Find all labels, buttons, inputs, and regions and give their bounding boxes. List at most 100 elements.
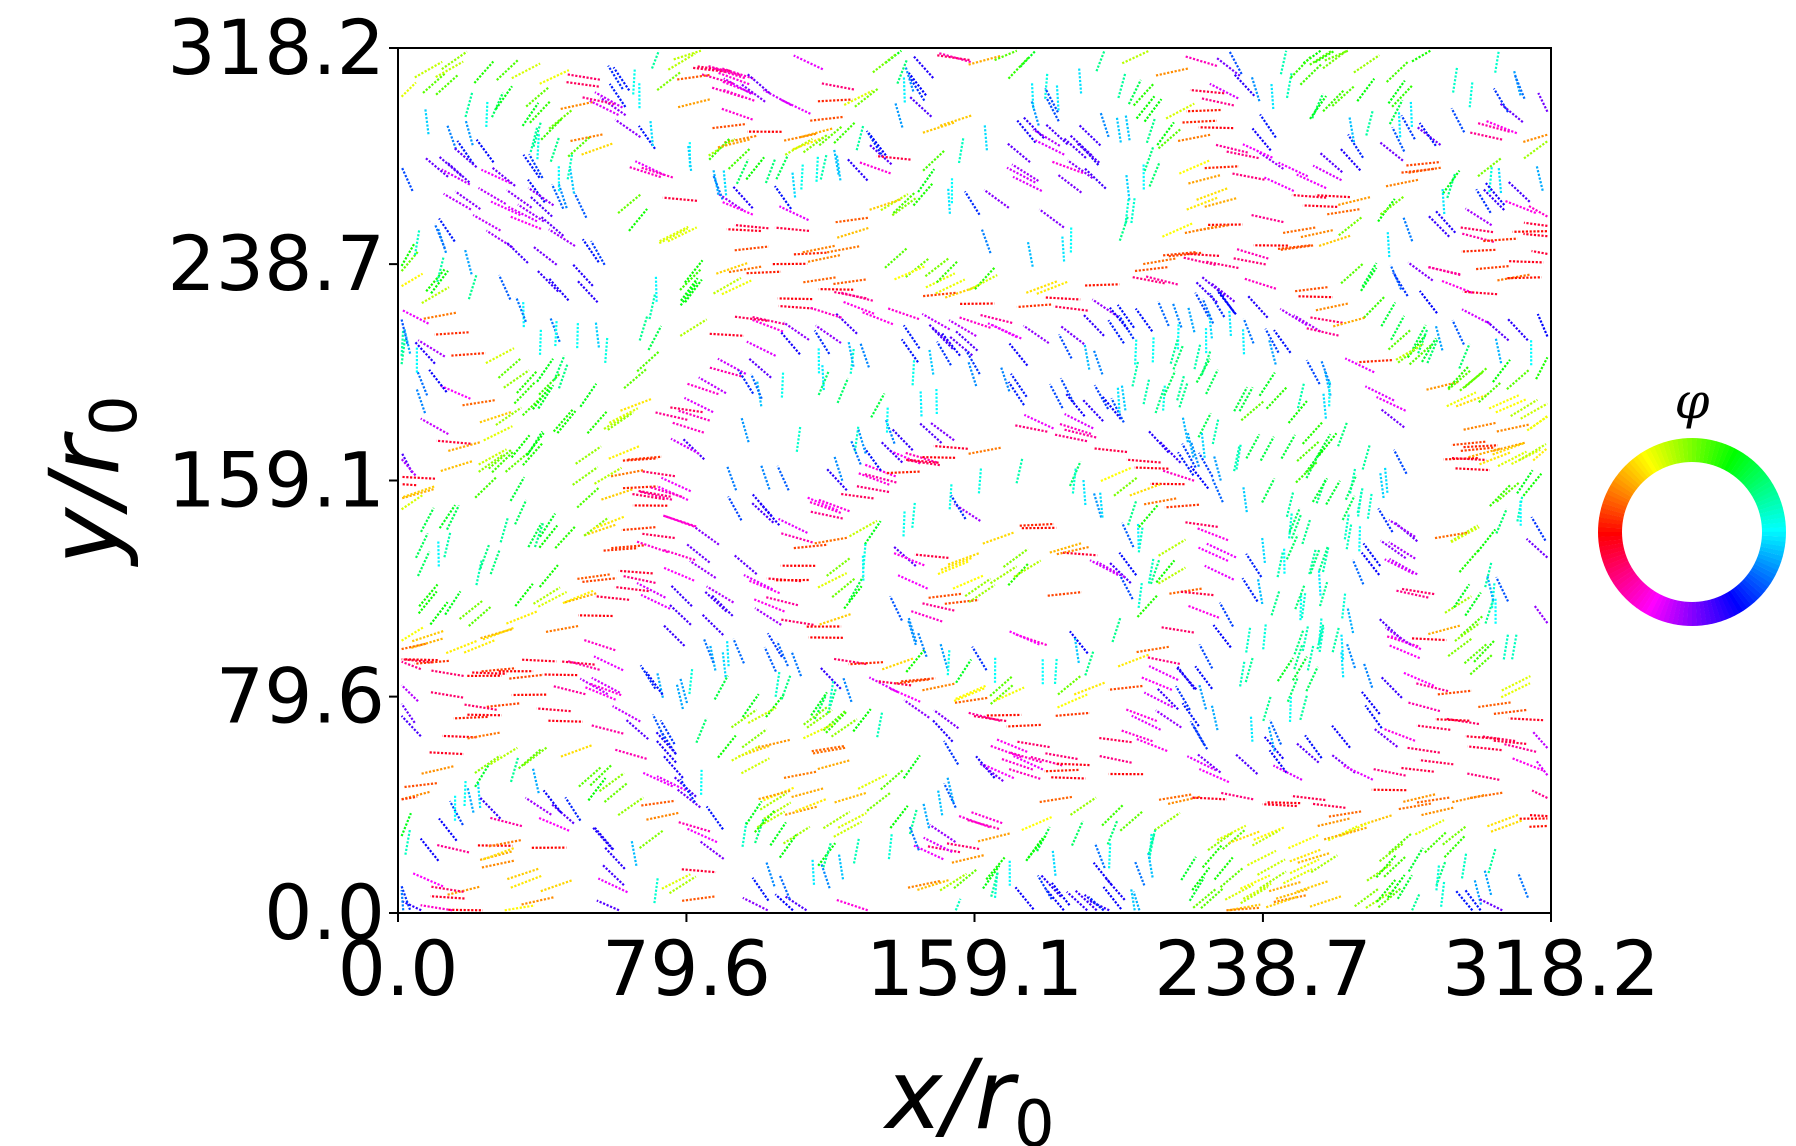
hue-ring-segment (1716, 444, 1731, 469)
filament (778, 873, 791, 900)
filament (1440, 880, 1446, 907)
filament (1491, 739, 1527, 745)
filament (1454, 622, 1481, 642)
hue-ring-segment (1754, 489, 1778, 504)
filament (1392, 272, 1409, 297)
hue-ring-segment (1744, 575, 1766, 595)
filament (1155, 67, 1190, 77)
filament (467, 273, 478, 300)
filament (527, 186, 555, 207)
filament (1325, 480, 1341, 506)
filament (1289, 848, 1321, 863)
filament (400, 715, 422, 737)
filament (684, 278, 703, 303)
filament (1483, 869, 1493, 896)
filament (400, 338, 407, 365)
filament (733, 553, 758, 575)
filament (1270, 83, 1275, 110)
filament (1064, 413, 1094, 430)
filament (582, 577, 617, 583)
filament (835, 312, 858, 335)
filament (433, 223, 446, 249)
filament (698, 839, 725, 860)
filament (1083, 314, 1105, 337)
filament (1162, 469, 1195, 482)
filament (1414, 819, 1445, 836)
filament (928, 348, 935, 375)
filament (525, 86, 550, 108)
filament (819, 153, 828, 180)
filament (656, 775, 687, 792)
filament (529, 126, 539, 153)
filament-layer (400, 49, 1549, 912)
filament (1217, 291, 1237, 315)
filament (870, 392, 886, 418)
filament (1257, 150, 1285, 170)
filament (531, 767, 540, 794)
filament (1249, 715, 1254, 742)
filament (1015, 740, 1050, 749)
filament (809, 510, 843, 520)
hue-ring-segment (1628, 458, 1648, 481)
hue-ring-segment (1649, 446, 1664, 470)
filament (536, 270, 559, 293)
filament (953, 503, 981, 522)
filament (1245, 626, 1252, 653)
filament (1084, 649, 1095, 676)
hue-ring-segment (1748, 569, 1771, 588)
filament (1045, 123, 1069, 146)
filament (1343, 764, 1374, 781)
filament (852, 708, 872, 733)
filament (1321, 546, 1330, 573)
filament (1460, 446, 1496, 452)
filament (732, 186, 754, 209)
filament (1193, 343, 1202, 370)
filament (1451, 319, 1465, 345)
filament (1535, 759, 1549, 776)
hue-ring-segment (1733, 586, 1752, 609)
filament (784, 895, 808, 912)
hue-ring-segment (1649, 594, 1664, 618)
filament (1324, 49, 1349, 62)
filament (1001, 757, 1034, 771)
filament (1165, 102, 1195, 120)
filament (1217, 289, 1236, 314)
filament (884, 418, 896, 444)
filament (1277, 244, 1313, 250)
hue-ring-segment (1644, 448, 1661, 472)
filament (1478, 897, 1503, 912)
filament (1135, 95, 1156, 120)
filament (1009, 630, 1040, 646)
filament (1517, 872, 1529, 899)
filament (1026, 240, 1034, 267)
filament (443, 192, 472, 211)
filament (462, 703, 497, 711)
filament (1198, 683, 1208, 710)
filament (783, 132, 818, 142)
filament (748, 579, 781, 595)
filament (1198, 767, 1230, 784)
filament (1380, 676, 1403, 699)
filament (889, 805, 909, 829)
hue-ring-segment (1723, 592, 1740, 616)
filament (1044, 87, 1059, 113)
filament (581, 96, 615, 106)
filament (495, 85, 513, 110)
filament (622, 457, 658, 462)
filament (1115, 116, 1122, 143)
filament (705, 805, 724, 830)
filament (707, 64, 741, 76)
plot-background (398, 48, 1551, 913)
filament (576, 486, 600, 509)
filament (438, 504, 457, 529)
filament (1262, 803, 1297, 808)
filament (1385, 178, 1420, 188)
filament (932, 719, 954, 743)
filament (1468, 81, 1474, 108)
filament (1337, 421, 1349, 447)
filament (632, 68, 636, 95)
filament (516, 370, 538, 394)
filament (472, 214, 502, 232)
y-tick-label: 238.7 (167, 219, 385, 308)
filament (709, 332, 745, 337)
